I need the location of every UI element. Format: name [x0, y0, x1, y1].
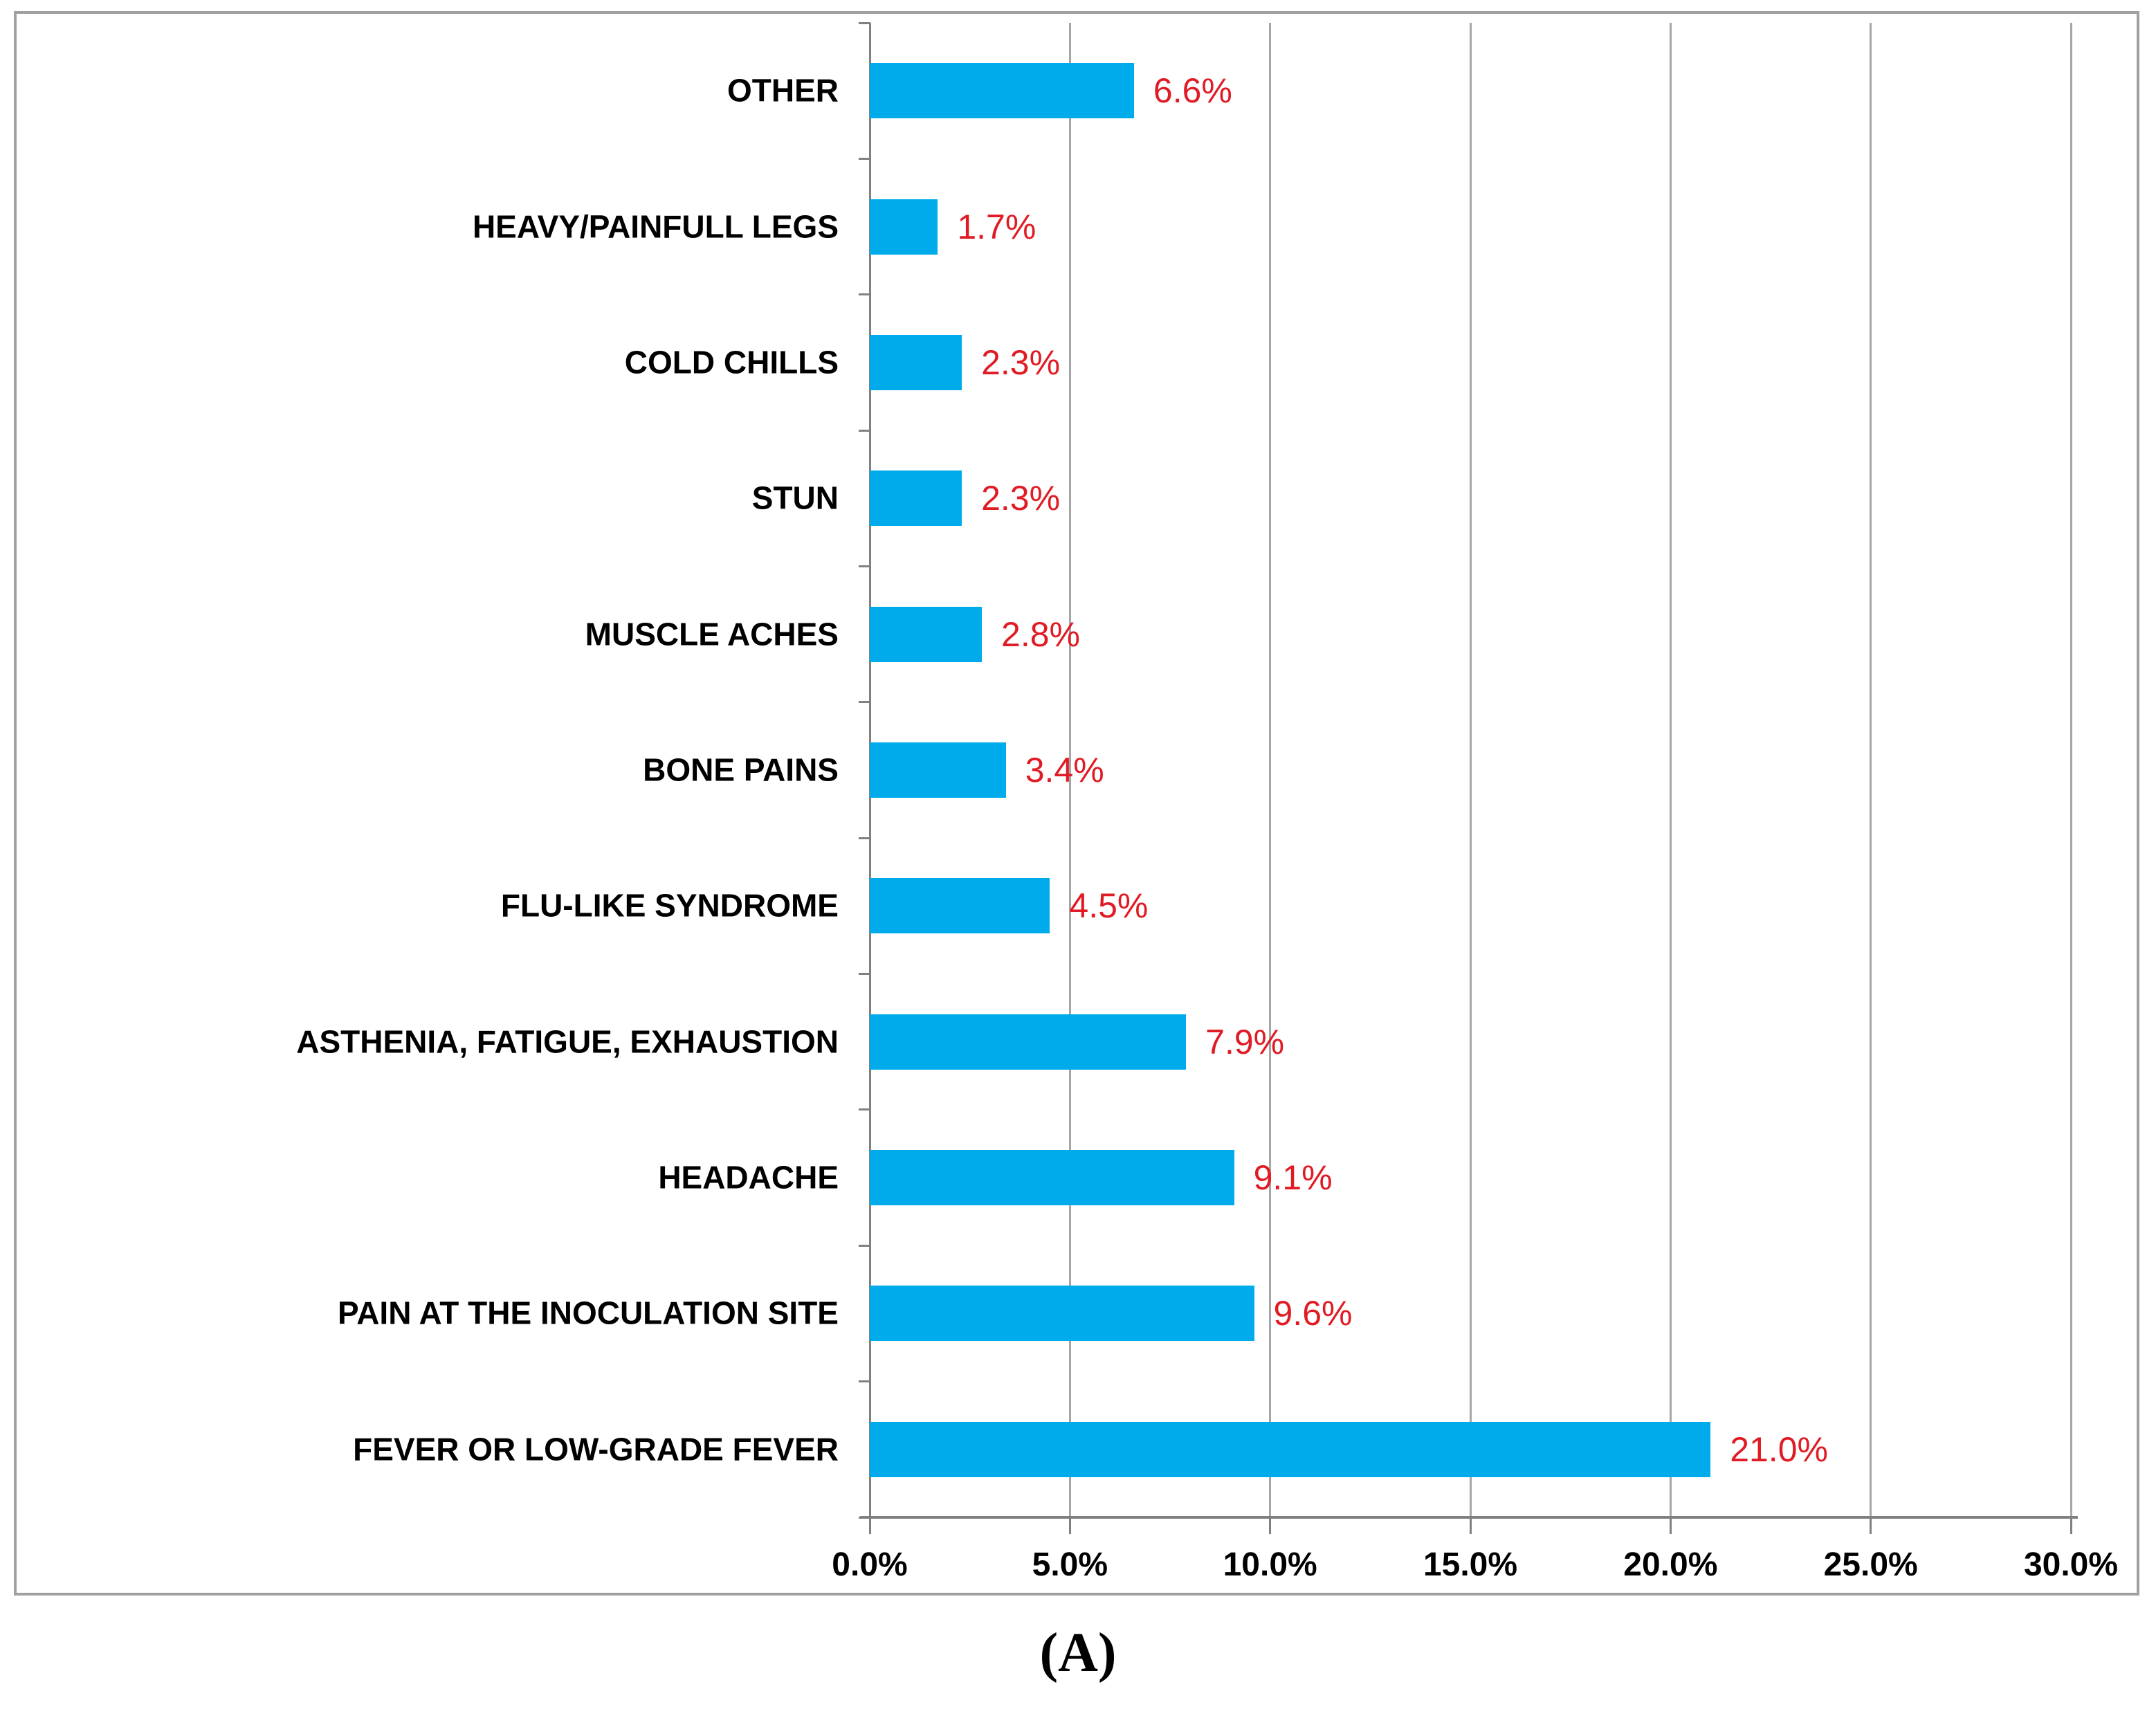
category-label: FLU-LIKE SYNDROME — [500, 887, 839, 924]
x-tick-mark — [868, 1519, 871, 1534]
category-tick-mark — [859, 1516, 870, 1519]
x-tick-label: 25.0% — [1823, 1546, 1918, 1583]
category-tick-mark — [859, 973, 870, 976]
category-tick-mark — [859, 21, 870, 24]
x-tick-label: 10.0% — [1223, 1546, 1317, 1583]
category-tick-mark — [859, 293, 870, 296]
category-label: HEADACHE — [658, 1159, 839, 1196]
bar — [870, 199, 938, 255]
gridline — [1068, 23, 1071, 1516]
value-label: 2.3% — [981, 342, 1061, 382]
bar-row: FLU-LIKE SYNDROME 4.5% — [0, 838, 2156, 974]
bar — [870, 334, 962, 390]
category-label: BONE PAINS — [643, 751, 839, 788]
bar-row: FEVER OR LOW-GRADE FEVER 21.0% — [0, 1382, 2156, 1517]
value-label: 3.4% — [1025, 750, 1104, 789]
gridline — [1870, 23, 1872, 1516]
bar-row: STUN 2.3% — [0, 430, 2156, 566]
bar-row: BONE PAINS 3.4% — [0, 702, 2156, 838]
x-tick-label: 0.0% — [832, 1546, 908, 1583]
category-tick-mark — [859, 565, 870, 567]
gridline — [2070, 23, 2072, 1516]
x-tick-mark — [1068, 1519, 1071, 1534]
x-tick-mark — [2070, 1519, 2072, 1534]
value-label: 9.6% — [1273, 1294, 1353, 1333]
bar-row: PAIN AT THE INOCULATION SITE 9.6% — [0, 1245, 2156, 1381]
value-label: 2.8% — [1001, 614, 1080, 654]
x-tick-mark — [1469, 1519, 1472, 1534]
figure-caption: (A) — [1039, 1623, 1117, 1683]
category-label: HEAVY/PAINFULL LEGS — [472, 208, 839, 245]
gridline — [1269, 23, 1272, 1516]
gridline — [1469, 23, 1472, 1516]
x-tick-label: 30.0% — [2023, 1546, 2119, 1583]
bar-row: HEADACHE 9.1% — [0, 1110, 2156, 1245]
bar-row: MUSCLE ACHES 2.8% — [0, 566, 2156, 702]
bar-row: ASTHENIA, FATIGUE, EXHAUSTION 7.9% — [0, 974, 2156, 1110]
bar — [870, 1286, 1254, 1342]
category-label: COLD CHILLS — [624, 344, 839, 381]
category-label: PAIN AT THE INOCULATION SITE — [337, 1295, 839, 1331]
x-tick-label: 20.0% — [1623, 1546, 1718, 1583]
bar — [870, 742, 1006, 798]
x-tick-mark — [1870, 1519, 1872, 1534]
category-tick-mark — [859, 837, 870, 839]
bar-row: COLD CHILLS 2.3% — [0, 295, 2156, 430]
value-label: 7.9% — [1205, 1022, 1285, 1061]
value-label: 6.6% — [1153, 71, 1232, 111]
bar-row: OTHER 6.6% — [0, 23, 2156, 158]
value-label: 4.5% — [1069, 886, 1149, 926]
x-axis-line — [860, 1516, 2078, 1519]
value-label: 1.7% — [957, 207, 1036, 246]
bar — [870, 470, 962, 527]
bar — [870, 1150, 1234, 1206]
gridline — [1669, 23, 1672, 1516]
category-label: MUSCLE ACHES — [585, 616, 839, 652]
bar — [870, 63, 1134, 119]
category-tick-mark — [859, 429, 870, 432]
category-label: FEVER OR LOW-GRADE FEVER — [353, 1431, 839, 1468]
category-tick-mark — [859, 1380, 870, 1383]
value-label: 9.1% — [1253, 1158, 1333, 1198]
x-tick-label: 5.0% — [1032, 1546, 1108, 1583]
bar — [870, 1421, 1711, 1477]
bar — [870, 1014, 1187, 1070]
category-label: STUN — [751, 479, 839, 516]
x-tick-label: 15.0% — [1423, 1546, 1518, 1583]
value-label: 2.3% — [981, 479, 1061, 518]
bar — [870, 878, 1050, 934]
category-tick-mark — [859, 1244, 870, 1247]
bar — [870, 606, 983, 662]
category-tick-mark — [859, 1108, 870, 1111]
category-label: ASTHENIA, FATIGUE, EXHAUSTION — [296, 1023, 839, 1060]
category-label: OTHER — [727, 72, 839, 109]
bar-row: HEAVY/PAINFULL LEGS 1.7% — [0, 158, 2156, 294]
x-tick-mark — [1269, 1519, 1272, 1534]
category-tick-mark — [859, 157, 870, 160]
category-tick-mark — [859, 701, 870, 704]
value-label: 21.0% — [1730, 1429, 1828, 1469]
x-tick-mark — [1669, 1519, 1672, 1534]
